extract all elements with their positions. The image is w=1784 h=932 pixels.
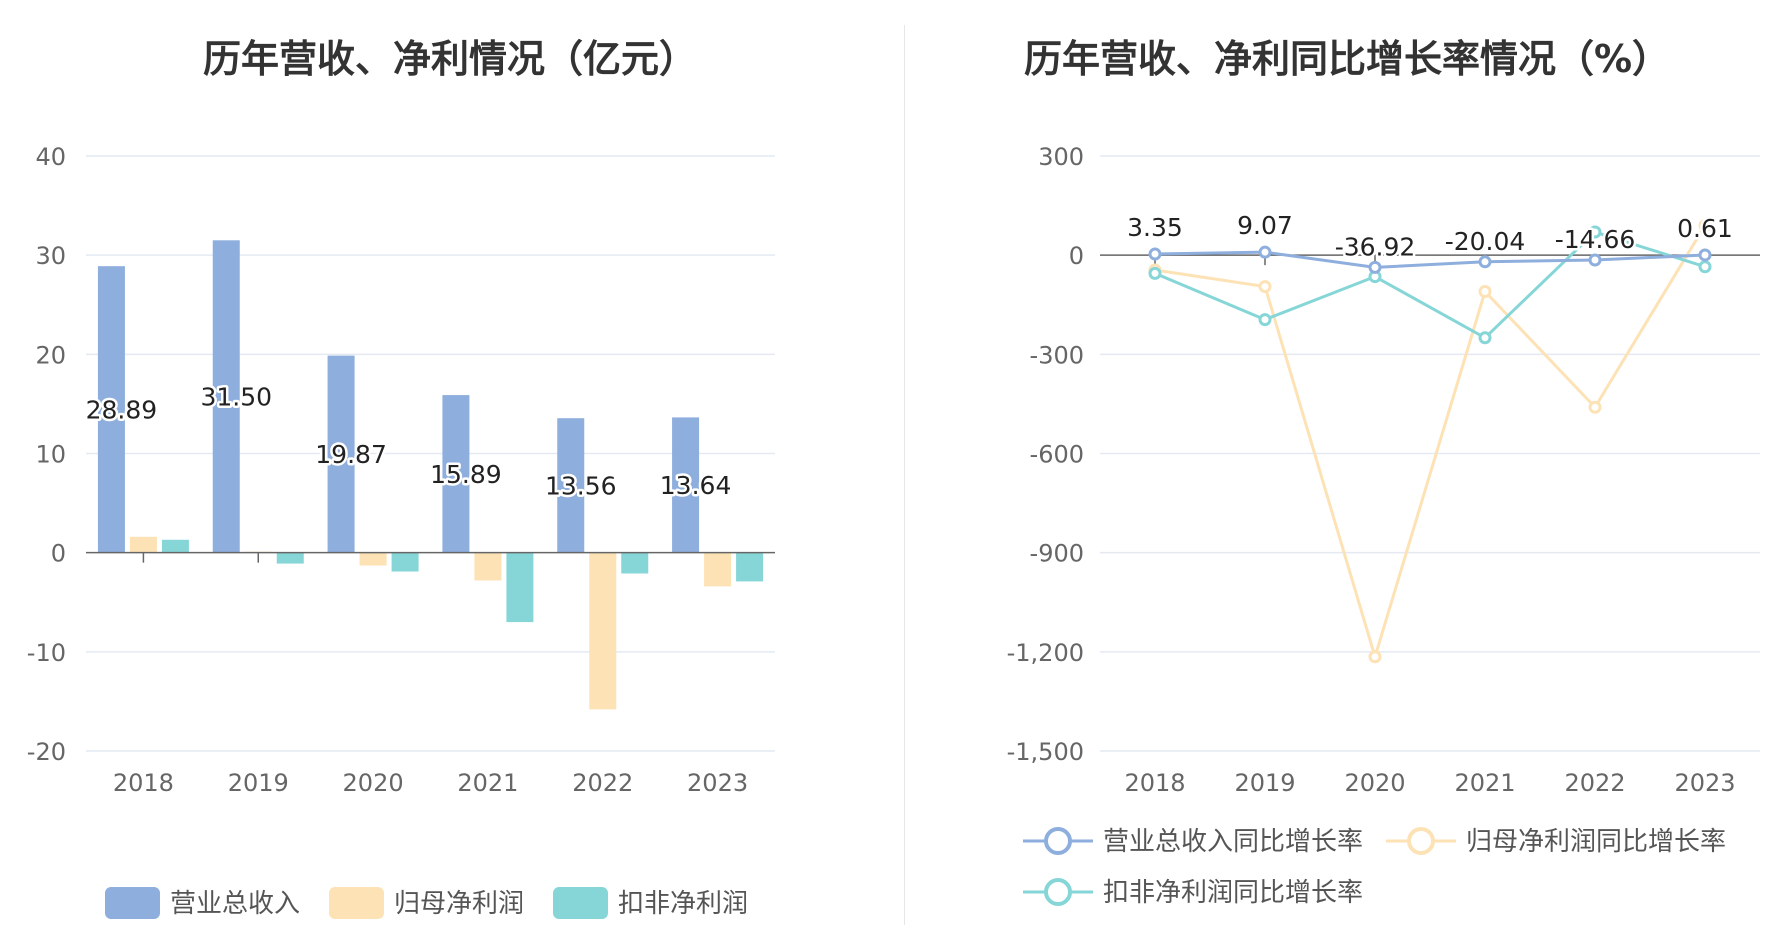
bar-revenue bbox=[212, 240, 240, 553]
bar-net-profit bbox=[359, 552, 387, 566]
x-tick-label: 2018 bbox=[1124, 769, 1185, 797]
left-chart-svg: 40 30 20 10 0 -10 -20 2018 2019 2020 2021 2022 2023 2… bbox=[27, 143, 775, 919]
bar-revenue bbox=[442, 395, 470, 553]
bar-revenue bbox=[97, 266, 125, 553]
panel-divider bbox=[904, 25, 905, 925]
y-tick-label: -1,200 bbox=[1007, 639, 1084, 667]
y-tick-label: 40 bbox=[35, 143, 66, 171]
bar-deducted-profit bbox=[506, 552, 534, 623]
revenue-growth-point bbox=[1148, 247, 1162, 261]
legend-label: 营业总收入同比增长率 bbox=[1103, 827, 1363, 857]
revenue-growth-data-label: 9.07 bbox=[1237, 211, 1293, 240]
x-tick-label: 2020 bbox=[1344, 769, 1405, 797]
y-tick-label: -20 bbox=[27, 738, 66, 766]
legend-swatch bbox=[553, 887, 608, 919]
deducted-profit-growth-point bbox=[1258, 313, 1272, 327]
legend-label: 归母净利润同比增长率 bbox=[1466, 827, 1726, 857]
y-tick-label: 30 bbox=[35, 242, 66, 270]
y-tick-label: -900 bbox=[1030, 540, 1084, 568]
bar-revenue bbox=[672, 417, 700, 553]
revenue-growth-point bbox=[1478, 255, 1492, 269]
legend-label: 扣非净利润同比增长率 bbox=[1103, 878, 1363, 908]
legend-marker bbox=[1044, 878, 1072, 906]
deducted-profit-growth-point bbox=[1478, 331, 1492, 345]
revenue-data-label: 19.87 bbox=[315, 440, 387, 469]
y-tick-label: -10 bbox=[27, 639, 66, 667]
legend-label: 扣非净利润 bbox=[618, 889, 748, 919]
bar-revenue bbox=[557, 418, 585, 553]
x-tick-label: 2023 bbox=[1674, 769, 1735, 797]
legend-swatch bbox=[105, 887, 160, 919]
net-profit-growth-point bbox=[1258, 280, 1272, 294]
revenue-growth-data-label: -14.66 bbox=[1555, 225, 1636, 254]
revenue-data-label: 15.89 bbox=[430, 460, 502, 489]
right-chart-title: 历年营收、净利同比增长率情况（%） bbox=[1023, 37, 1671, 81]
legend-label: 归母净利润 bbox=[394, 889, 524, 919]
revenue-growth-point bbox=[1588, 253, 1602, 267]
x-tick-label: 2022 bbox=[572, 769, 633, 797]
deducted-profit-growth-point bbox=[1588, 225, 1602, 239]
revenue-growth-point bbox=[1258, 245, 1272, 259]
bar-net-profit bbox=[129, 536, 157, 553]
revenue-profit-chart-panel: 历年营收、净利情况（亿元） 40 30 20 10 0 -10 -20 2018 2019 202… bbox=[27, 37, 775, 919]
right-chart-svg: 300 0 -300 -600 -900 -1,200 -1,500 2018 2019 2020… bbox=[1007, 143, 1760, 908]
x-tick-label: 2023 bbox=[687, 769, 748, 797]
net-profit-growth-point bbox=[1588, 400, 1602, 414]
deducted-profit-growth-line bbox=[1154, 230, 1706, 340]
x-tick-label: 2019 bbox=[1234, 769, 1295, 797]
x-tick-label: 2021 bbox=[1454, 769, 1515, 797]
revenue-data-label: 13.64 bbox=[660, 471, 732, 500]
y-tick-label: -600 bbox=[1030, 441, 1084, 469]
y-tick-label: 0 bbox=[51, 540, 66, 568]
deducted-profit-growth-point bbox=[1698, 260, 1712, 274]
bar-deducted-profit bbox=[391, 552, 419, 572]
bar-deducted-profit bbox=[161, 539, 189, 553]
legend-swatch bbox=[329, 887, 384, 919]
revenue-growth-point bbox=[1698, 248, 1712, 262]
bar-deducted-profit bbox=[736, 552, 764, 582]
revenue-data-label: 31.50 bbox=[200, 382, 272, 411]
bar-deducted-profit bbox=[621, 552, 649, 574]
y-tick-label: 300 bbox=[1038, 143, 1084, 171]
y-tick-label: 0 bbox=[1069, 242, 1084, 270]
bar-net-profit bbox=[589, 552, 617, 710]
y-tick-label: 20 bbox=[35, 341, 66, 369]
legend-marker bbox=[1044, 827, 1072, 855]
y-tick-label: 10 bbox=[35, 441, 66, 469]
deducted-profit-growth-point bbox=[1148, 266, 1162, 280]
net-profit-growth-point bbox=[1698, 218, 1712, 232]
bar-deducted-profit bbox=[276, 552, 304, 564]
revenue-growth-line bbox=[1154, 250, 1706, 269]
y-tick-label: -300 bbox=[1030, 341, 1084, 369]
x-tick-label: 2019 bbox=[228, 769, 289, 797]
x-tick-label: 2020 bbox=[343, 769, 404, 797]
legend-label: 营业总收入 bbox=[170, 889, 300, 919]
x-tick-label: 2021 bbox=[457, 769, 518, 797]
revenue-growth-data-label: -20.04 bbox=[1445, 227, 1526, 256]
left-chart-title: 历年营收、净利情况（亿元） bbox=[202, 37, 697, 81]
legend-marker bbox=[1407, 827, 1435, 855]
revenue-data-label: 28.89 bbox=[86, 395, 158, 424]
revenue-growth-data-label: 0.61 bbox=[1677, 214, 1733, 243]
x-tick-label: 2022 bbox=[1564, 769, 1625, 797]
bar-net-profit bbox=[704, 552, 732, 587]
bar-revenue bbox=[327, 355, 355, 553]
bar-net-profit bbox=[474, 552, 502, 581]
net-profit-growth-point bbox=[1368, 650, 1382, 664]
net-profit-growth-point bbox=[1478, 285, 1492, 299]
growth-rate-chart-panel: 历年营收、净利同比增长率情况（%） 300 0 -300 -600 -900 -1,200… bbox=[910, 0, 1784, 932]
revenue-data-label: 13.56 bbox=[545, 471, 617, 500]
revenue-growth-data-label: 3.35 bbox=[1127, 213, 1183, 242]
revenue-growth-point bbox=[1368, 260, 1382, 274]
y-tick-label: -1,500 bbox=[1007, 738, 1084, 766]
x-tick-label: 2018 bbox=[113, 769, 174, 797]
revenue-growth-data-label: -36.92 bbox=[1335, 232, 1416, 261]
net-profit-growth-line bbox=[1154, 224, 1707, 663]
